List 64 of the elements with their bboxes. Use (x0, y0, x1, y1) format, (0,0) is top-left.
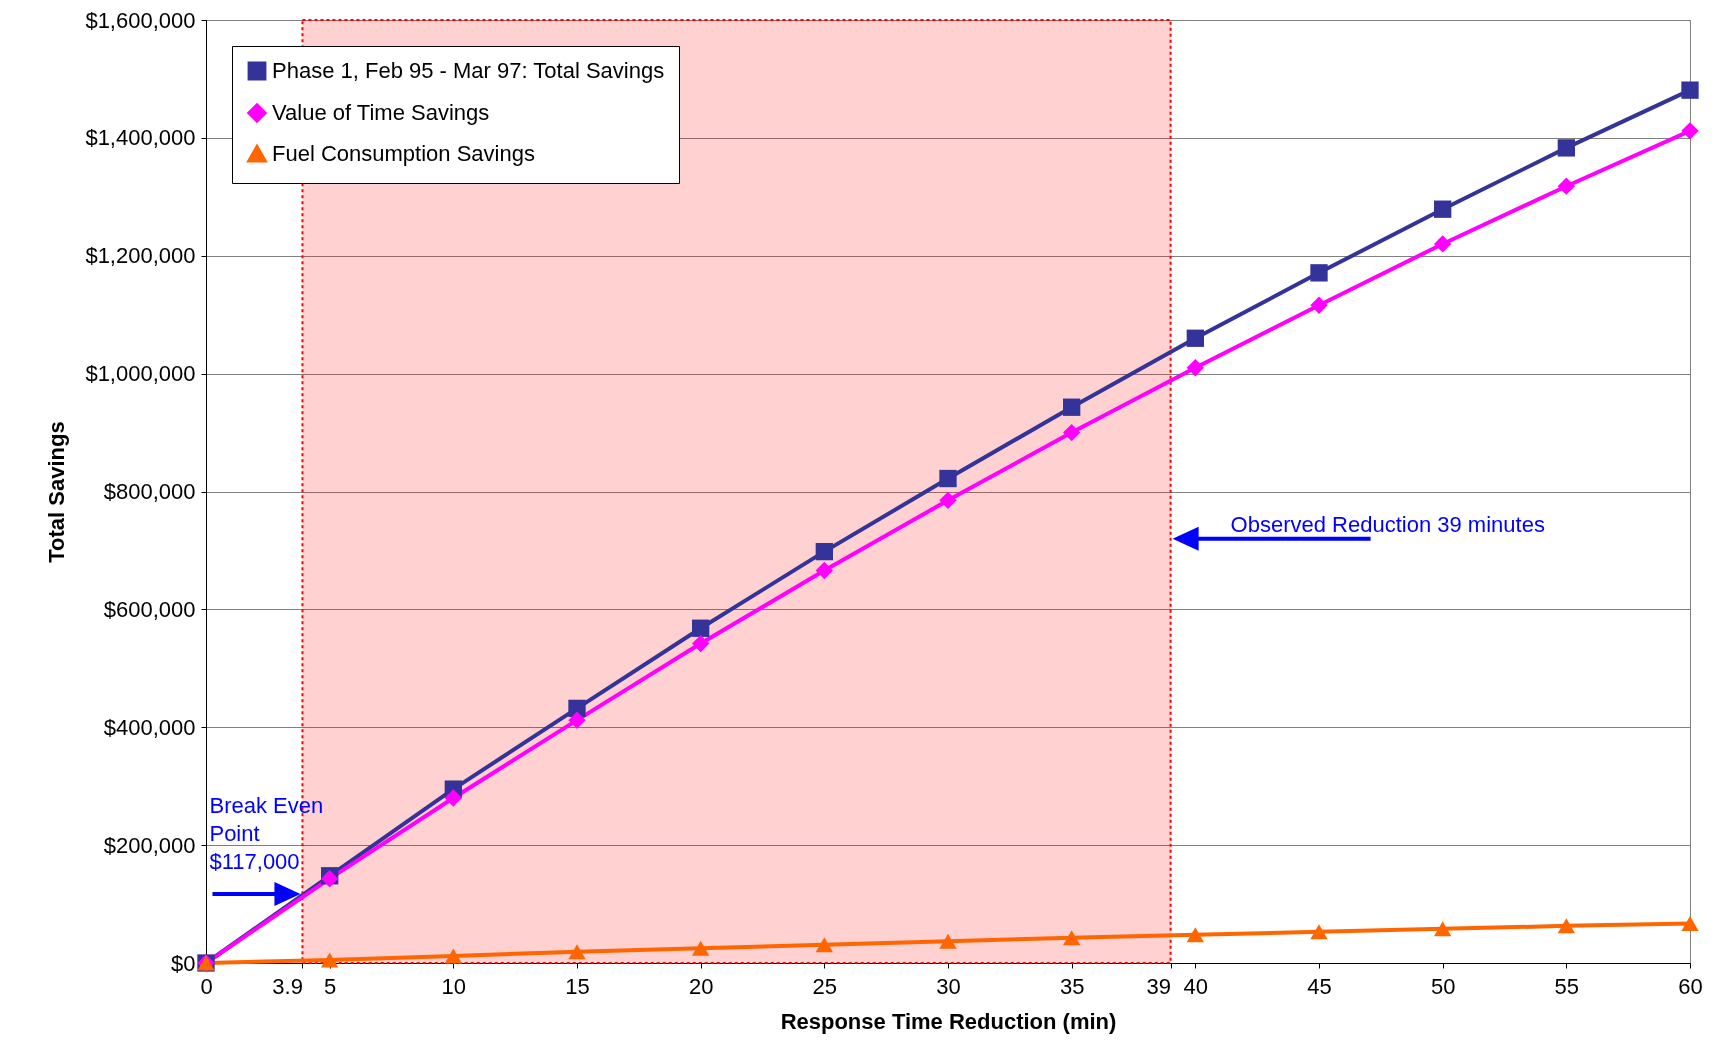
x-axis-title: Response Time Reduction (min) (780, 1008, 1117, 1034)
x-tick-label: 5 (324, 973, 337, 999)
x-tick-label: 40 (1183, 973, 1209, 999)
y-tick-label: $1,000,000 (85, 361, 196, 387)
point (568, 711, 586, 729)
point (444, 789, 462, 807)
point (1434, 200, 1452, 218)
point (1186, 329, 1204, 347)
point (1310, 296, 1328, 314)
point (1186, 927, 1204, 943)
point (692, 940, 710, 956)
x-tick-label: 35 (1059, 973, 1085, 999)
point (568, 699, 586, 718)
x-tick-label: 39 (1146, 973, 1172, 999)
point (1557, 918, 1575, 934)
point (1063, 930, 1081, 946)
y-axis-title: Total Savings (44, 421, 70, 563)
annotation: Break Even Point $117,000 (209, 793, 324, 875)
point (1681, 81, 1699, 99)
y-tick-label: $200,000 (103, 832, 196, 858)
x-tick-label: 55 (1554, 973, 1580, 999)
y-tick-label: $1,600,000 (85, 7, 196, 33)
point (1557, 177, 1575, 195)
y-tick-label: $600,000 (103, 596, 196, 622)
point (815, 542, 833, 561)
x-tick-label: 20 (688, 973, 714, 999)
point (692, 634, 710, 653)
point (1186, 359, 1204, 377)
point (939, 933, 957, 949)
y-tick-label: $1,200,000 (85, 243, 196, 269)
point (939, 491, 957, 509)
y-tick-label: $1,400,000 (85, 125, 196, 151)
annotation: Observed Reduction 39 minutes (1230, 511, 1545, 537)
point (815, 937, 833, 953)
point (1063, 398, 1081, 416)
point (1310, 924, 1328, 940)
point (1681, 916, 1699, 932)
point (444, 948, 462, 964)
x-tick-label: 30 (936, 973, 961, 999)
point (1434, 235, 1452, 253)
point (939, 469, 957, 488)
x-tick-label: 60 (1678, 973, 1703, 999)
legend-label: Phase 1, Feb 95 - Mar 97: Total Savings (272, 58, 665, 83)
point (1681, 122, 1699, 140)
y-tick-label: $400,000 (103, 714, 196, 740)
point (1063, 423, 1081, 442)
legend-label: Fuel Consumption Savings (272, 141, 535, 166)
x-tick-label: 0 (200, 973, 213, 999)
x-tick-label: 15 (565, 973, 590, 999)
x-tick-label: 45 (1307, 973, 1332, 999)
legend-label: Value of Time Savings (272, 100, 490, 125)
x-tick-label: 10 (441, 973, 467, 999)
y-tick-label: $800,000 (103, 479, 196, 504)
point (568, 944, 586, 960)
point (1557, 139, 1575, 157)
x-tick-label: 3.9 (272, 973, 303, 999)
point (1310, 264, 1328, 282)
point (321, 952, 339, 968)
x-tick-label: 50 (1430, 973, 1456, 999)
point (1434, 921, 1452, 937)
x-tick-label: 25 (812, 973, 838, 999)
point (692, 619, 710, 637)
y-tick-label: $0 (171, 950, 196, 976)
point (815, 561, 833, 580)
